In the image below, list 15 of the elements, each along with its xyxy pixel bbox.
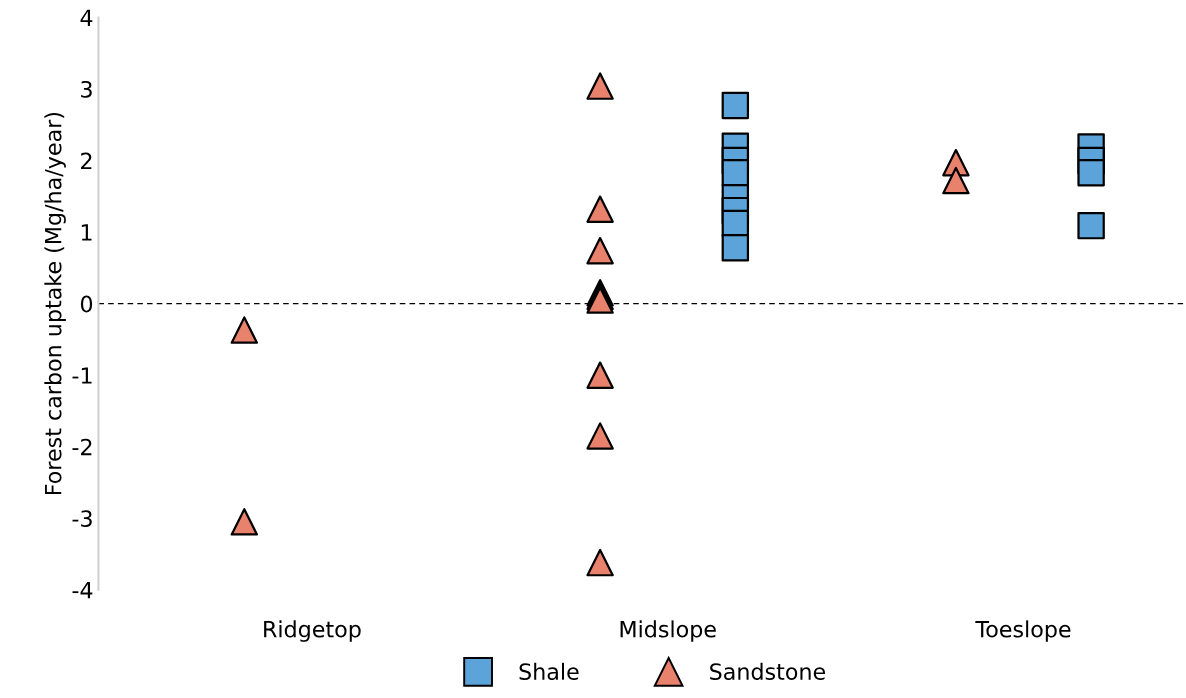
y-tick-label: 3 <box>81 80 92 98</box>
x-tick-label: Midslope <box>620 620 716 642</box>
y-tick-label: 0 <box>80 295 93 313</box>
y-tick-label: -4 <box>72 582 93 599</box>
legend-label: Shale <box>519 662 579 680</box>
x-tick-label: Toeslope <box>975 620 1071 642</box>
y-tick-label: 1 <box>81 224 92 241</box>
y-axis-title: Forest carbon uptake (Mg/ha/year) <box>44 112 66 495</box>
y-tick-label: -3 <box>72 510 92 528</box>
y-tick-label: 4 <box>80 9 93 26</box>
y-tick-label: -2 <box>72 438 92 456</box>
y-tick-label: -1 <box>72 367 92 384</box>
y-tick-label: 2 <box>81 152 92 169</box>
legend-label: Sandstone <box>710 662 826 680</box>
x-tick-label: Ridgetop <box>264 620 361 642</box>
